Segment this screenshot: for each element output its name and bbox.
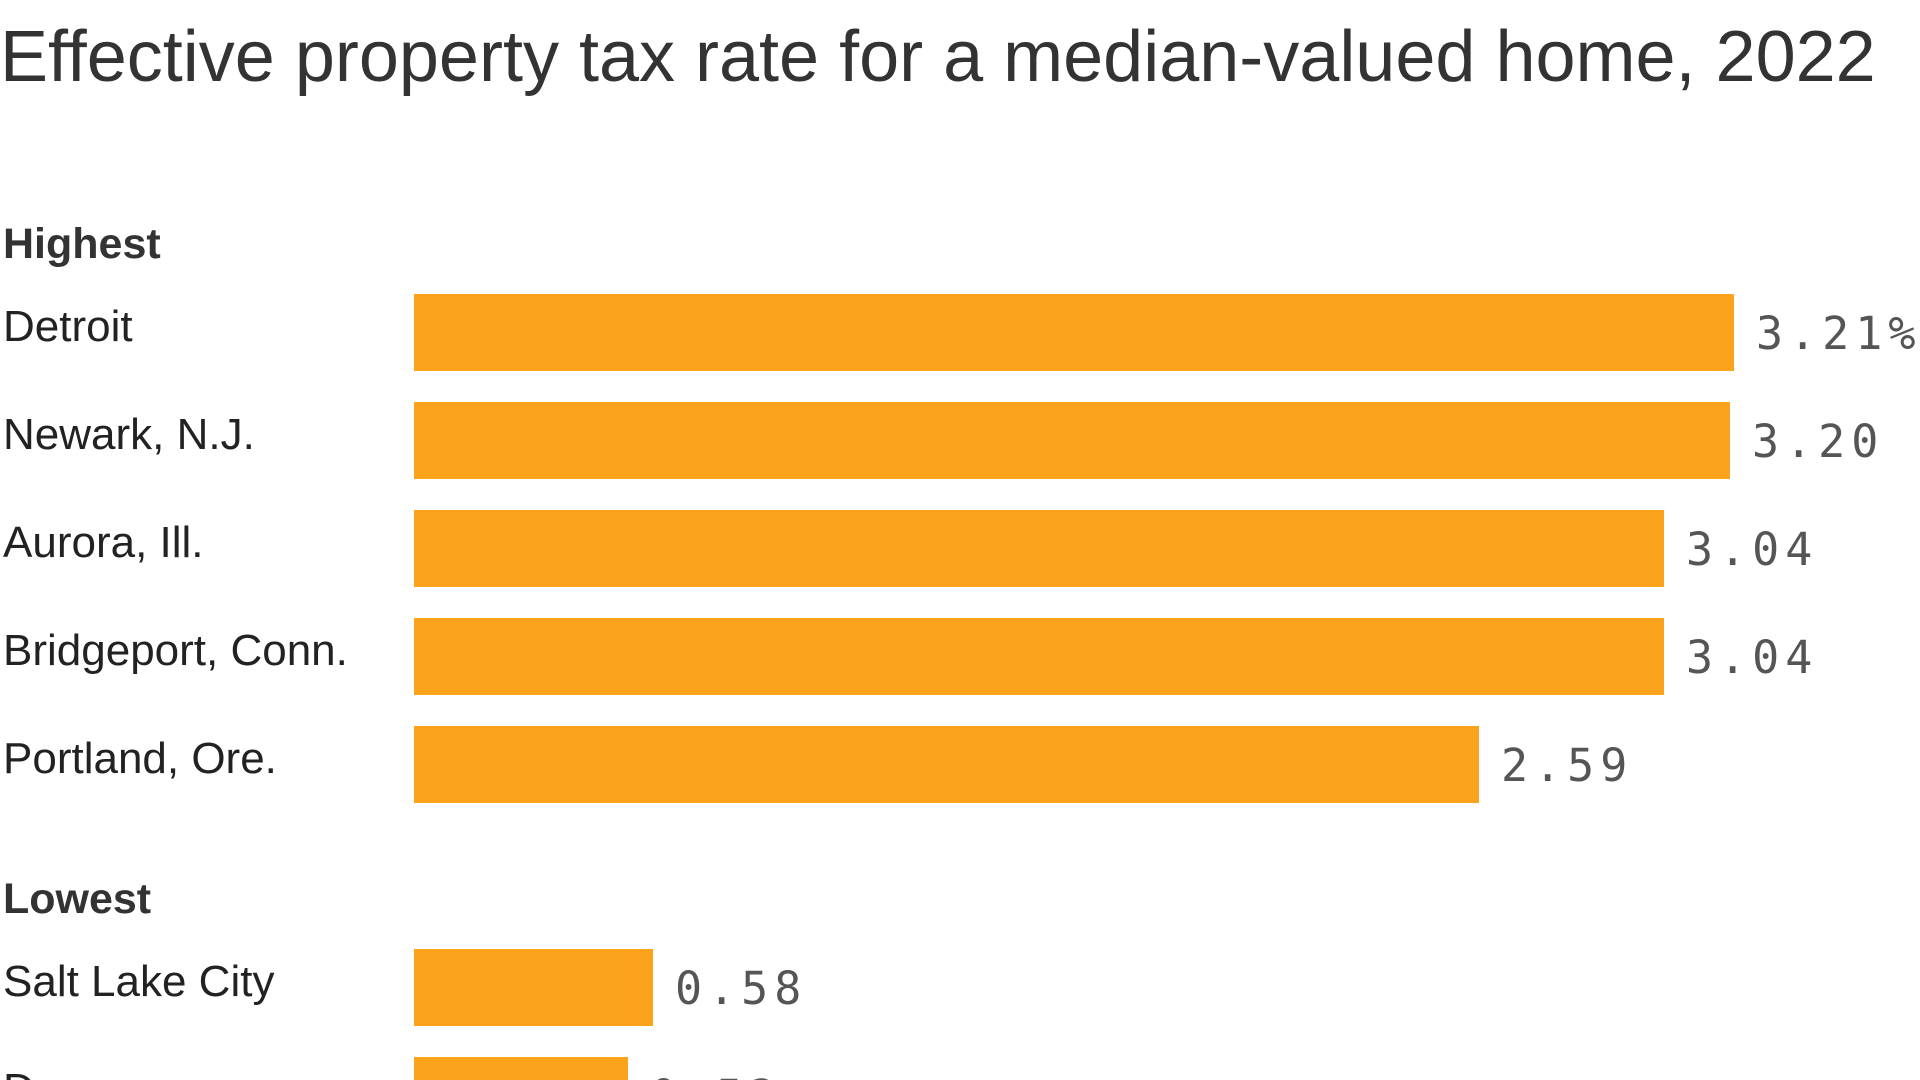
value-label-portland-ore: 2.59: [1501, 739, 1634, 792]
section-label-highest: Highest: [3, 220, 161, 268]
value-label-salt-lake-city: 0.58: [675, 962, 808, 1015]
value-label-bridgeport-conn: 3.04: [1686, 631, 1819, 684]
category-label-portland-ore: Portland, Ore.: [3, 734, 277, 783]
value-label-detroit: 3.21%: [1756, 307, 1920, 360]
category-label-aurora-ill: Aurora, Ill.: [3, 518, 204, 567]
category-label-salt-lake-city: Salt Lake City: [3, 957, 275, 1006]
value-label-newark-n-j: 3.20: [1752, 415, 1885, 468]
category-label-denver: Denver: [3, 1065, 145, 1080]
bar-portland-ore: [414, 726, 1479, 803]
bar-aurora-ill: [414, 510, 1664, 587]
section-label-lowest: Lowest: [3, 875, 152, 923]
category-label-bridgeport-conn: Bridgeport, Conn.: [3, 626, 348, 675]
chart-title: Effective property tax rate for a median…: [0, 17, 1876, 97]
bar-newark-n-j: [414, 402, 1730, 479]
bar-salt-lake-city: [414, 949, 653, 1026]
value-label-aurora-ill: 3.04: [1686, 523, 1819, 576]
bar-denver: [414, 1057, 628, 1080]
bar-detroit: [414, 294, 1734, 371]
bar-bridgeport-conn: [414, 618, 1664, 695]
category-label-newark-n-j: Newark, N.J.: [3, 410, 255, 459]
category-label-detroit: Detroit: [3, 302, 133, 351]
value-label-denver: 0.52: [650, 1070, 782, 1080]
